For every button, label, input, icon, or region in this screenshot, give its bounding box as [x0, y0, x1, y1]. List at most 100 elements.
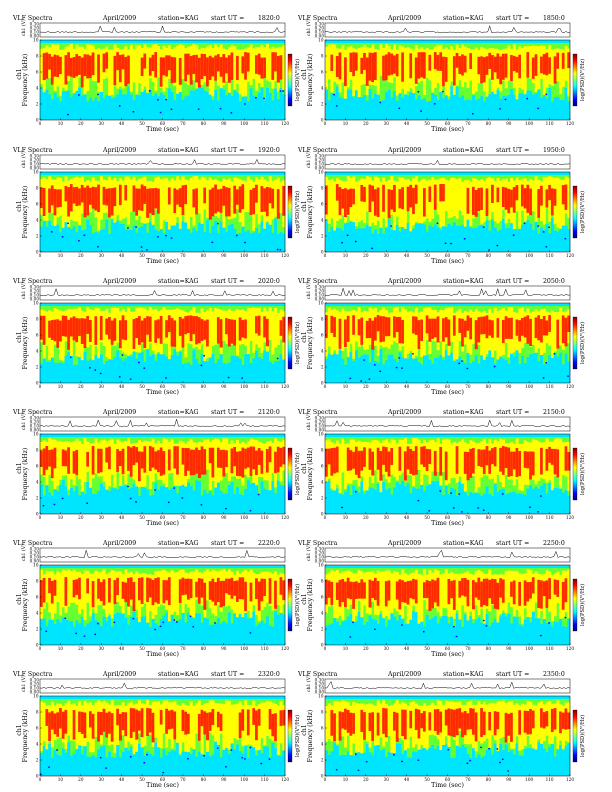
spectrogram-cell	[214, 742, 218, 776]
spectrogram-cell	[461, 360, 465, 383]
spectrogram-cell	[431, 49, 435, 93]
spectrogram-cell	[197, 713, 201, 741]
spectrogram-cell	[439, 52, 443, 71]
spectrogram-cell	[200, 578, 204, 598]
spectrogram-cell	[165, 178, 169, 222]
spectrogram-cell	[113, 580, 117, 605]
spectrogram-cell	[398, 484, 402, 514]
spectrogram-image	[40, 40, 286, 120]
spectrogram-cell	[99, 90, 103, 120]
x-tick-label: 10	[343, 253, 349, 258]
channel-label: ch1	[301, 68, 308, 79]
panel-date: April/2009	[387, 278, 421, 285]
spectrogram-cell	[338, 711, 342, 741]
spectrogram-cell	[346, 189, 350, 215]
signal-tick-label: 0.20	[30, 25, 40, 30]
spectrogram-cell	[236, 703, 240, 740]
spectrogram-cell	[69, 317, 73, 337]
spectrogram-cell	[255, 97, 259, 120]
spectrogram-cell	[480, 757, 484, 776]
spectrogram-cell	[406, 705, 410, 749]
spectrogram-cell	[436, 316, 440, 343]
spectrogram-cell	[138, 227, 142, 252]
channel-label: ch1	[16, 593, 23, 604]
spectrogram-cell	[379, 101, 382, 104]
spectrogram-cell	[238, 317, 242, 341]
spectrogram-cell	[357, 582, 361, 599]
spectrogram-cell	[548, 233, 552, 252]
spectrogram-cell	[75, 449, 79, 476]
panel-title: VLF Spectra	[297, 278, 338, 285]
spectrogram-cell	[170, 355, 174, 383]
spectrogram-cell	[132, 483, 136, 514]
spectrogram-cell	[53, 362, 57, 383]
spectrogram-cell	[428, 581, 432, 611]
spectrogram-cell	[469, 181, 473, 227]
spectrogram-cell	[197, 222, 201, 252]
spectrogram-cell	[91, 100, 95, 120]
spectrogram-cell	[466, 219, 470, 252]
spectrogram-cell	[230, 224, 234, 252]
spectrogram-cell	[531, 180, 535, 212]
spectrogram-cell	[40, 701, 44, 752]
spectrogram-cell	[116, 489, 120, 514]
spectrogram-cell	[488, 626, 492, 645]
spectrogram-cell	[450, 242, 452, 245]
spectrogram-cell	[56, 319, 60, 348]
spectrogram-cell	[333, 489, 337, 514]
spectrogram-cell	[482, 101, 486, 120]
y-tick-label: 6	[321, 333, 324, 338]
spectrogram-cell	[512, 491, 516, 514]
spectrogram-cell	[374, 229, 378, 252]
spectrogram-cell	[436, 178, 440, 215]
spectrogram-cell	[216, 317, 220, 344]
spectrogram-cell	[363, 359, 365, 361]
spectrogram-cell	[157, 700, 161, 748]
spectrogram-cell	[121, 751, 125, 776]
spectrogram-cell	[561, 100, 565, 120]
spectrogram-cell	[148, 708, 152, 733]
x-tick-label: 0	[39, 121, 42, 126]
spectrogram-cell	[466, 762, 469, 764]
spectrogram-cell	[482, 509, 485, 511]
spectrogram-cell	[59, 232, 63, 252]
spectrogram-cell	[64, 91, 68, 120]
spectrogram-cell	[428, 481, 432, 514]
spectrogram-cell	[249, 189, 253, 215]
x-tick-label: 70	[180, 253, 186, 258]
spectrogram-cell	[116, 307, 120, 343]
spectrogram-cell	[559, 744, 563, 776]
x-tick-label: 20	[78, 515, 84, 520]
x-tick-label: 0	[324, 515, 327, 520]
spectrogram-cell	[154, 623, 158, 645]
spectrogram-cell	[192, 705, 196, 750]
panel-start-time: 2350:0	[543, 671, 565, 678]
spectrogram-image	[40, 565, 286, 645]
spectrogram-cell	[512, 228, 516, 252]
spectrogram-cell	[184, 711, 188, 735]
spectrogram-cell	[352, 755, 356, 776]
spectrogram-cell	[244, 91, 248, 120]
spectrogram-cell	[349, 581, 353, 600]
spectrogram-cell	[233, 185, 237, 214]
spectrogram-cell	[219, 57, 223, 77]
spectrogram-cell	[59, 362, 63, 383]
spectrogram-cell	[276, 357, 279, 360]
spectrogram-cell	[78, 94, 80, 96]
spectrogram-cell	[127, 55, 131, 84]
spectrogram-cell	[442, 218, 446, 252]
spectrogram-cell	[559, 179, 563, 229]
spectrogram-cell	[493, 56, 497, 73]
spectrogram-cell	[97, 101, 101, 120]
spectrogram-cell	[406, 358, 410, 383]
spectrogram-cell	[244, 611, 248, 645]
spectrogram-cell	[491, 352, 495, 383]
spectrogram-cell	[176, 45, 180, 94]
spectrogram-cell	[333, 353, 337, 383]
spectrogram-cell	[200, 705, 204, 754]
spectrogram-cell	[371, 320, 375, 350]
spectrogram-cell	[466, 367, 469, 370]
spectrogram-cell	[78, 495, 82, 514]
spectrogram-cell	[335, 184, 339, 201]
spectrogram-cell	[431, 618, 435, 645]
